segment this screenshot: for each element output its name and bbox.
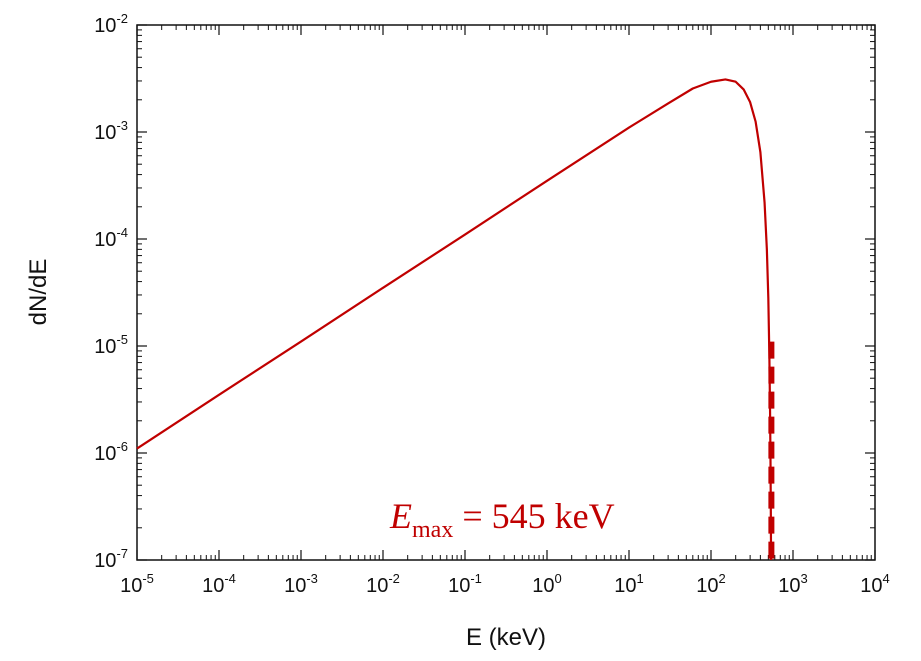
x-tick-label: 10-2 <box>366 571 400 597</box>
minor-ticks <box>137 25 875 560</box>
y-tick-label: 10-4 <box>94 225 128 251</box>
tick-exponent: -4 <box>224 571 236 586</box>
tick-base: 10 <box>94 443 116 465</box>
annotation-rest: = 545 keV <box>453 496 614 536</box>
tick-base: 10 <box>366 575 388 597</box>
x-tick-label: 10-5 <box>120 571 154 597</box>
y-tick-labels: 10-710-610-510-410-310-2 <box>94 11 128 572</box>
tick-base: 10 <box>94 122 116 144</box>
tick-base: 10 <box>94 15 116 37</box>
x-tick-label: 100 <box>532 571 561 597</box>
tick-exponent: 2 <box>719 571 726 586</box>
y-tick-label: 10-2 <box>94 11 128 37</box>
tick-base: 10 <box>284 575 306 597</box>
tick-exponent: 1 <box>637 571 644 586</box>
y-tick-label: 10-3 <box>94 118 128 144</box>
emax-annotation: Emax = 545 keV <box>389 496 615 543</box>
tick-exponent: -7 <box>116 546 128 561</box>
tick-exponent: 3 <box>801 571 808 586</box>
tick-exponent: -3 <box>306 571 318 586</box>
tick-base: 10 <box>120 575 142 597</box>
tick-base: 10 <box>614 575 636 597</box>
tick-base: 10 <box>532 575 554 597</box>
major-ticks <box>136 24 876 561</box>
x-tick-label: 101 <box>614 571 643 597</box>
y-axis-title: dN/dE <box>25 259 52 326</box>
tick-exponent: 0 <box>555 571 562 586</box>
tick-exponent: -3 <box>116 118 128 133</box>
tick-base: 10 <box>94 550 116 572</box>
x-tick-label: 104 <box>860 571 889 597</box>
tick-base: 10 <box>94 336 116 358</box>
tick-base: 10 <box>448 575 470 597</box>
tick-exponent: -2 <box>388 571 400 586</box>
tick-exponent: -2 <box>116 11 128 26</box>
y-tick-label: 10-5 <box>94 332 128 358</box>
y-tick-label: 10-6 <box>94 439 128 465</box>
x-tick-label: 10-4 <box>202 571 236 597</box>
y-tick-label: 10-7 <box>94 546 128 572</box>
x-axis-title: E (keV) <box>466 624 546 651</box>
x-tick-labels: 10-5 10-4 10-3 10-2 10-1 100 101 102 103 104 <box>120 571 890 597</box>
plot-frame <box>136 24 876 561</box>
tick-exponent: -5 <box>116 332 128 347</box>
tick-base: 10 <box>94 229 116 251</box>
tick-base: 10 <box>778 575 800 597</box>
tick-base: 10 <box>696 575 718 597</box>
tick-base: 10 <box>202 575 224 597</box>
tick-exponent: 4 <box>883 571 890 586</box>
annotation-var: E <box>389 496 412 536</box>
tick-exponent: -6 <box>116 439 128 454</box>
x-tick-label: 10-3 <box>284 571 318 597</box>
tick-exponent: -1 <box>470 571 482 586</box>
tick-base: 10 <box>860 575 882 597</box>
x-tick-label: 103 <box>778 571 807 597</box>
tick-exponent: -5 <box>142 571 154 586</box>
tick-exponent: -4 <box>116 225 128 240</box>
x-tick-label: 10-1 <box>448 571 482 597</box>
x-tick-label: 102 <box>696 571 725 597</box>
spectrum-line <box>136 78 773 561</box>
annotation-sub: max <box>412 517 453 543</box>
